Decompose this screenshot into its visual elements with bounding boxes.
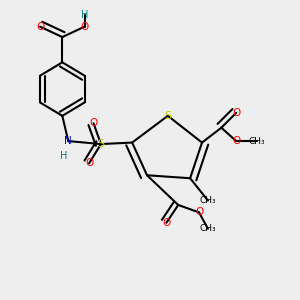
Text: CH₃: CH₃ [249,136,265,146]
Text: CH₃: CH₃ [200,196,216,205]
Text: O: O [162,218,170,228]
Text: S: S [164,111,171,121]
Text: O: O [85,158,93,168]
Text: N: N [64,136,72,146]
Text: CH₃: CH₃ [200,224,216,233]
Text: O: O [232,136,240,146]
Text: H: H [81,10,88,20]
Text: O: O [89,118,98,128]
Text: O: O [232,108,240,118]
Text: H: H [60,151,68,161]
Text: O: O [80,22,89,32]
Text: O: O [195,207,203,218]
Text: O: O [36,22,44,32]
Text: S: S [98,139,104,149]
